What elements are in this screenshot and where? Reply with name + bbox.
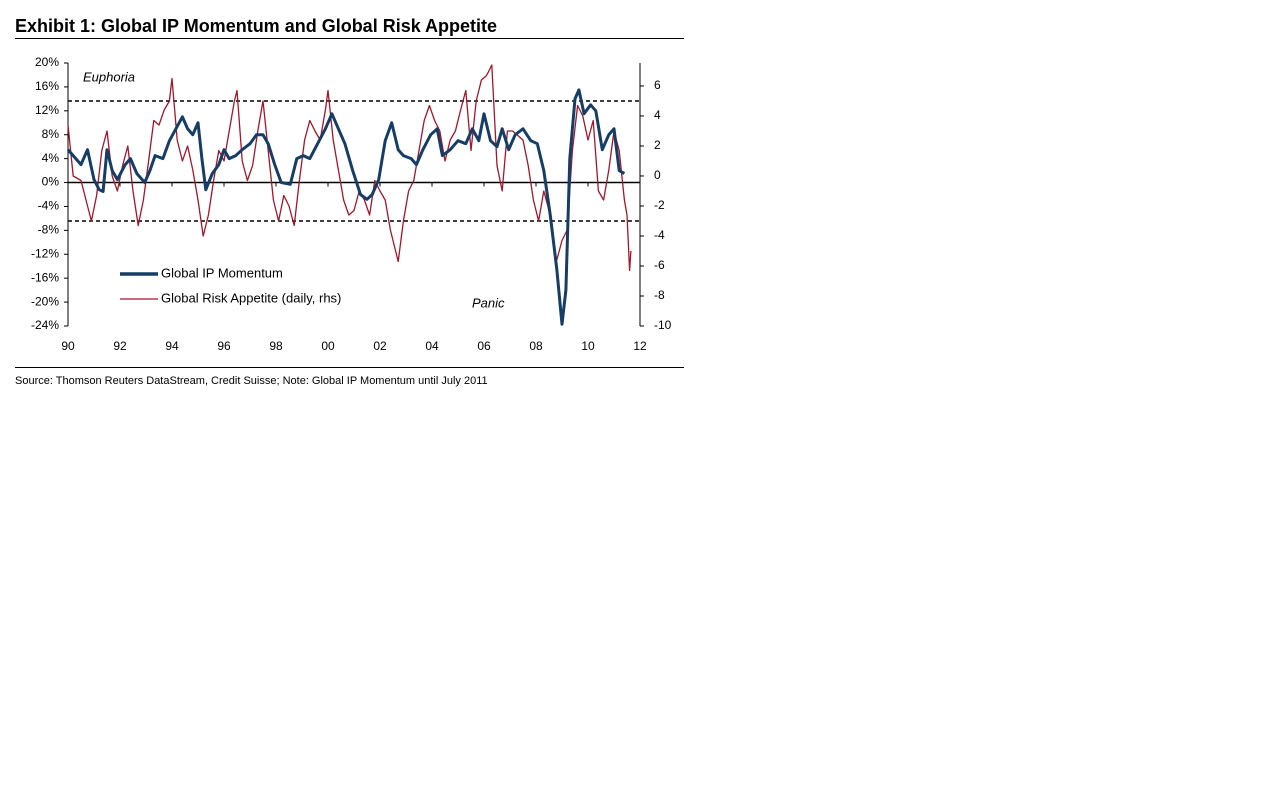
x-tick-label: 10	[581, 339, 595, 353]
x-tick-label: 12	[633, 339, 647, 353]
y2-tick-label: 4	[654, 108, 661, 122]
y-tick-label: -20%	[31, 294, 59, 308]
y2-tick-label: 2	[654, 138, 661, 152]
y-tick-label: -24%	[31, 318, 59, 332]
y2-tick-label: -2	[654, 198, 665, 212]
y-tick-label: 16%	[35, 79, 59, 93]
y-tick-label: 12%	[35, 103, 59, 117]
x-tick-label: 00	[321, 339, 335, 353]
annotation: Panic	[472, 295, 505, 310]
x-tick-label: 02	[373, 339, 387, 353]
y2-tick-label: 0	[654, 168, 661, 182]
series-line	[66, 88, 626, 326]
y2-tick-label: 6	[654, 78, 661, 92]
x-tick-label: 06	[477, 339, 491, 353]
y-tick-label: -16%	[31, 270, 59, 284]
y-tick-label: -8%	[38, 223, 60, 237]
x-tick-label: 04	[425, 339, 439, 353]
x-tick-label: 96	[217, 339, 231, 353]
chart-title: Exhibit 1: Global IP Momentum and Global…	[15, 16, 497, 36]
legend-label: Global Risk Appetite (daily, rhs)	[161, 290, 341, 305]
y2-tick-label: -10	[654, 318, 672, 332]
y-tick-label: 20%	[35, 55, 59, 69]
x-tick-label: 90	[61, 339, 75, 353]
series-line	[67, 64, 632, 272]
y2-tick-label: -6	[654, 258, 665, 272]
y2-tick-label: -8	[654, 288, 665, 302]
legend-label: Global IP Momentum	[161, 265, 283, 280]
y-tick-label: -4%	[38, 199, 60, 213]
x-tick-label: 92	[113, 339, 127, 353]
y-tick-label: 0%	[42, 175, 60, 189]
y-tick-label: -12%	[31, 246, 59, 260]
y-tick-label: 8%	[42, 127, 60, 141]
source-note: Source: Thomson Reuters DataStream, Cred…	[15, 375, 488, 387]
y-tick-label: 4%	[42, 151, 60, 165]
x-tick-label: 08	[529, 339, 543, 353]
y2-tick-label: -4	[654, 228, 665, 242]
annotation: Euphoria	[83, 69, 135, 84]
x-tick-label: 94	[165, 339, 179, 353]
x-tick-label: 98	[269, 339, 283, 353]
